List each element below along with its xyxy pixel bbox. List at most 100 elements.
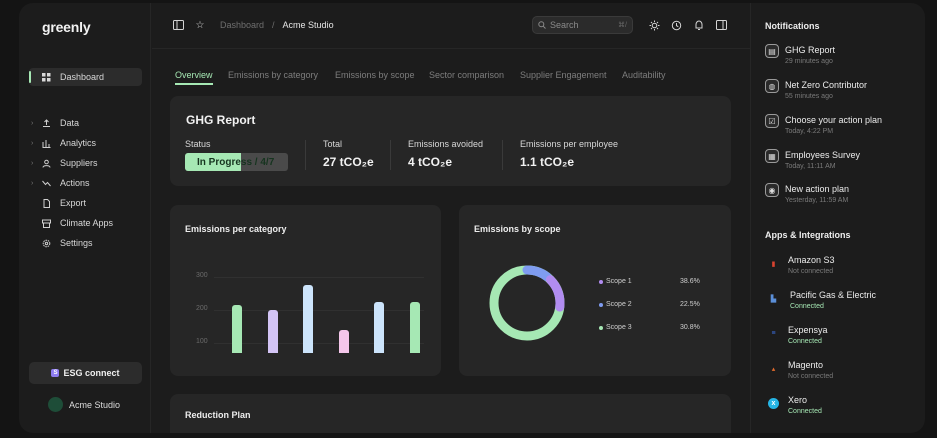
search-shortcut: ⌘/ — [618, 22, 627, 29]
tab-emissions-by-category[interactable]: Emissions by category — [228, 70, 318, 80]
bar[interactable] — [303, 285, 313, 353]
sidebar-item-analytics[interactable]: › Analytics — [29, 134, 142, 152]
tab-label: Emissions by category — [228, 70, 319, 80]
star-icon[interactable]: ☆ — [195, 19, 205, 31]
notification-title: New action plan — [785, 184, 850, 194]
tab-label: Supplier Engagement — [520, 70, 607, 80]
grid-line — [214, 310, 424, 311]
app-status: Connected — [788, 338, 822, 345]
notification-title: Net Zero Contributor — [785, 80, 868, 90]
tab-label: Sector comparison — [429, 70, 505, 80]
breadcrumb-separator: / — [272, 20, 275, 30]
app-status: Not connected — [788, 373, 834, 380]
checklist-icon: ☑ — [765, 114, 779, 128]
xero-icon: x — [768, 398, 779, 409]
legend-value: 38.6% — [680, 278, 700, 285]
sun-icon[interactable] — [648, 19, 660, 31]
sidebar-item-label: Climate Apps — [60, 218, 114, 228]
history-icon[interactable] — [670, 19, 682, 31]
status-progress-bar: In Progress / 4/7 — [185, 153, 288, 171]
sidebar-toggle-icon[interactable] — [172, 19, 184, 31]
sidebar: greenly Dashboard › Data › Analytics › — [19, 3, 151, 433]
breadcrumb-dashboard[interactable]: Dashboard — [220, 20, 265, 30]
sidebar-item-data[interactable]: › Data — [29, 114, 142, 132]
donut-slice-scope-1[interactable] — [488, 264, 566, 342]
progress-fill — [185, 153, 241, 171]
broadcast-icon: ◉ — [765, 183, 779, 197]
app-name: Pacific Gas & Electric — [790, 290, 877, 300]
app-name: Expensya — [788, 325, 828, 335]
sidebar-item-label: Data — [60, 118, 80, 128]
divider — [390, 140, 391, 170]
donut-slice-scope-2[interactable] — [489, 265, 565, 341]
sidebar-item-label: Settings — [60, 238, 93, 248]
survey-icon: ▦ — [765, 149, 779, 163]
sidebar-item-export[interactable]: Export — [29, 194, 142, 212]
legend-label: Scope 3 — [606, 324, 632, 331]
notification-time: Yesterday, 11:59 AM — [785, 197, 849, 204]
donut-chart — [488, 264, 566, 342]
org-switcher[interactable]: Acme Studio — [48, 397, 120, 412]
tab-emissions-by-scope[interactable]: Emissions by scope — [335, 70, 415, 80]
search-input[interactable]: Search ⌘/ — [532, 16, 633, 34]
tab-label: Overview — [175, 70, 213, 80]
card-title: Emissions by scope — [474, 224, 561, 234]
app-name: Xero — [788, 395, 808, 405]
bar[interactable] — [232, 305, 242, 353]
notification-time: Today, 11:11 AM — [785, 163, 836, 170]
notifications-title: Notifications — [765, 21, 820, 31]
logo: greenly — [42, 19, 91, 35]
avoided-value: 4 tCO₂e — [408, 155, 453, 169]
sidebar-item-label: Actions — [60, 178, 90, 188]
sidebar-item-dashboard[interactable]: Dashboard — [29, 68, 142, 86]
per-employee-label: Emissions per employee — [520, 139, 619, 149]
total-value: 27 tCO₂e — [323, 155, 374, 169]
divider — [502, 140, 503, 170]
legend-dot — [599, 303, 603, 307]
notification-time: 55 minutes ago — [785, 93, 833, 100]
sidebar-item-climate-apps[interactable]: Climate Apps — [29, 214, 142, 232]
bar[interactable] — [338, 329, 349, 353]
breadcrumb: Dashboard / Acme Studio — [220, 20, 334, 30]
y-tick-label: 100 — [196, 338, 208, 346]
y-tick-label: 300 — [196, 271, 208, 279]
bar[interactable] — [374, 301, 384, 353]
legend-value: 30.8% — [680, 324, 700, 331]
esg-connect-label: ESG connect — [63, 368, 120, 378]
tab-sector-comparison[interactable]: Sector comparison — [429, 70, 504, 80]
grid-line — [214, 276, 424, 278]
bar-chart: 300 200 100 — [170, 205, 441, 376]
breadcrumb-current: Acme Studio — [282, 20, 334, 30]
tab-overview[interactable]: Overview — [175, 70, 213, 85]
chevron-right-icon: › — [31, 159, 34, 167]
app-status: Connected — [788, 408, 822, 415]
avoided-label: Emissions avoided — [408, 139, 484, 149]
tab-label: Emissions by scope — [335, 70, 415, 80]
app-status: Not connected — [788, 268, 834, 275]
app-status: Connected — [790, 303, 824, 310]
pge-icon: ▙ — [770, 295, 777, 303]
sidebar-item-suppliers[interactable]: › Suppliers — [29, 154, 142, 172]
bar[interactable] — [267, 310, 278, 353]
status-label: Status — [185, 139, 211, 149]
bell-icon[interactable] — [693, 19, 705, 31]
reduction-plan-card: Reduction Plan — [170, 394, 731, 433]
bar[interactable] — [409, 301, 420, 353]
total-label: Total — [323, 139, 343, 149]
notification-title: Choose your action plan — [785, 115, 883, 125]
esg-connect-button[interactable]: S ESG connect — [29, 362, 142, 384]
divider — [305, 140, 306, 170]
sidebar-item-actions[interactable]: › Actions — [29, 174, 142, 192]
tab-underline — [175, 83, 213, 85]
expensya-icon: ≡ — [771, 330, 776, 337]
legend-label: Scope 1 — [606, 278, 632, 285]
avatar — [48, 397, 63, 412]
sidebar-item-settings[interactable]: Settings — [29, 234, 142, 252]
tab-supplier-engagement[interactable]: Supplier Engagement — [520, 70, 607, 80]
tab-auditability[interactable]: Auditability — [622, 70, 666, 80]
legend-value: 22.5% — [680, 301, 700, 308]
globe-icon: ◍ — [765, 79, 779, 93]
panel-toggle-icon[interactable] — [715, 19, 727, 31]
trend-icon — [41, 178, 51, 188]
top-bar: ☆ Dashboard / Acme Studio Search ⌘/ — [152, 3, 751, 49]
